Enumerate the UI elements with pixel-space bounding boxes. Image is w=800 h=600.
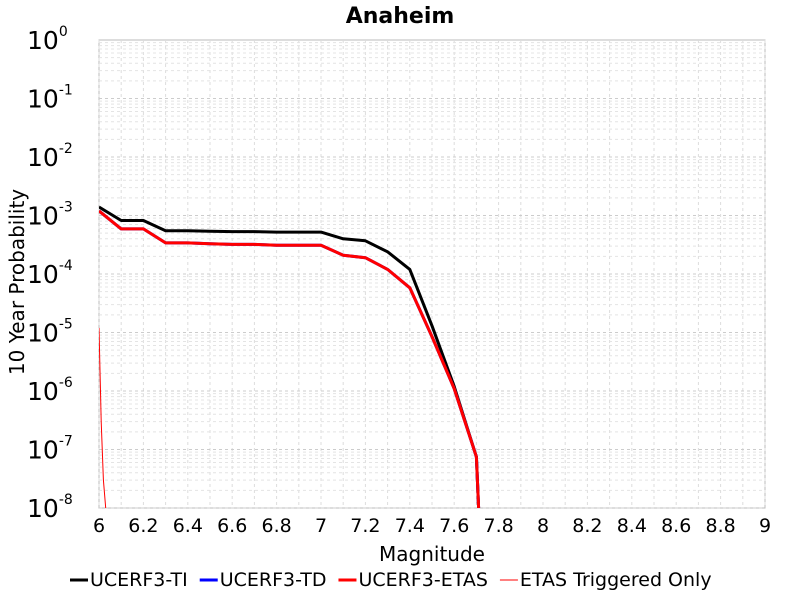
x-tick-label: 7.2 [350, 515, 380, 537]
legend-entry-label: UCERF3-TI [90, 569, 188, 591]
y-tick-exponent: 0 [59, 24, 68, 40]
x-tick-label: 6.6 [217, 515, 247, 537]
y-tick-exponent: -6 [59, 375, 73, 391]
y-tick-label: 10-4 [27, 258, 73, 289]
x-tick-label: 8.6 [661, 515, 691, 537]
y-axis-label: 10 Year Probability [5, 189, 29, 375]
y-tick-label: 10-2 [27, 141, 73, 172]
y-tick-exponent: -5 [59, 317, 73, 333]
x-tick-label: 6.8 [261, 515, 291, 537]
y-tick-exponent: -8 [59, 492, 73, 508]
series-line-4 [99, 327, 107, 508]
x-tick-label: 7.6 [439, 515, 469, 537]
x-tick-label: 6.2 [128, 515, 158, 537]
y-tick-exponent: -7 [59, 434, 73, 450]
y-tick-exponent: -3 [59, 200, 73, 216]
series-line-3 [99, 209, 481, 508]
y-tick-exponent: -1 [59, 83, 73, 99]
x-tick-label: 8.2 [572, 515, 602, 537]
plot-area [98, 39, 766, 509]
x-tick-label: 8 [537, 515, 549, 537]
legend-entry-label: ETAS Triggered Only [520, 569, 712, 591]
y-tick-exponent: -4 [59, 258, 73, 274]
legend: UCERF3-TI UCERF3-TD UCERF3-ETAS ETAS Trigge… [70, 569, 712, 591]
y-tick-exponent: -2 [59, 141, 73, 157]
x-tick-label: 7.8 [483, 515, 513, 537]
x-tick-label: 7.4 [395, 515, 425, 537]
series-line-1 [99, 205, 481, 508]
x-tick-label: 7 [315, 515, 327, 537]
x-tick-label: 9 [759, 515, 771, 537]
x-tick-label: 8.8 [705, 515, 735, 537]
x-tick-label: 6.4 [173, 515, 203, 537]
x-tick-label: 8.4 [617, 515, 647, 537]
chart-title: Anaheim [346, 4, 455, 29]
x-tick-label: 6 [93, 515, 105, 537]
x-axis-ticks: 6 6.2 6.4 6.6 6.8 7 7.2 7.4 7.6 7.8 8 8.2 8.4 8.6 8.8 9 [93, 515, 771, 537]
grid-lines [98, 40, 766, 509]
series-lines [99, 205, 481, 508]
legend-entry-label: UCERF3-TD [220, 569, 327, 591]
x-axis-label: Magnitude [379, 542, 485, 566]
legend-entry-label: UCERF3-ETAS [358, 569, 487, 591]
